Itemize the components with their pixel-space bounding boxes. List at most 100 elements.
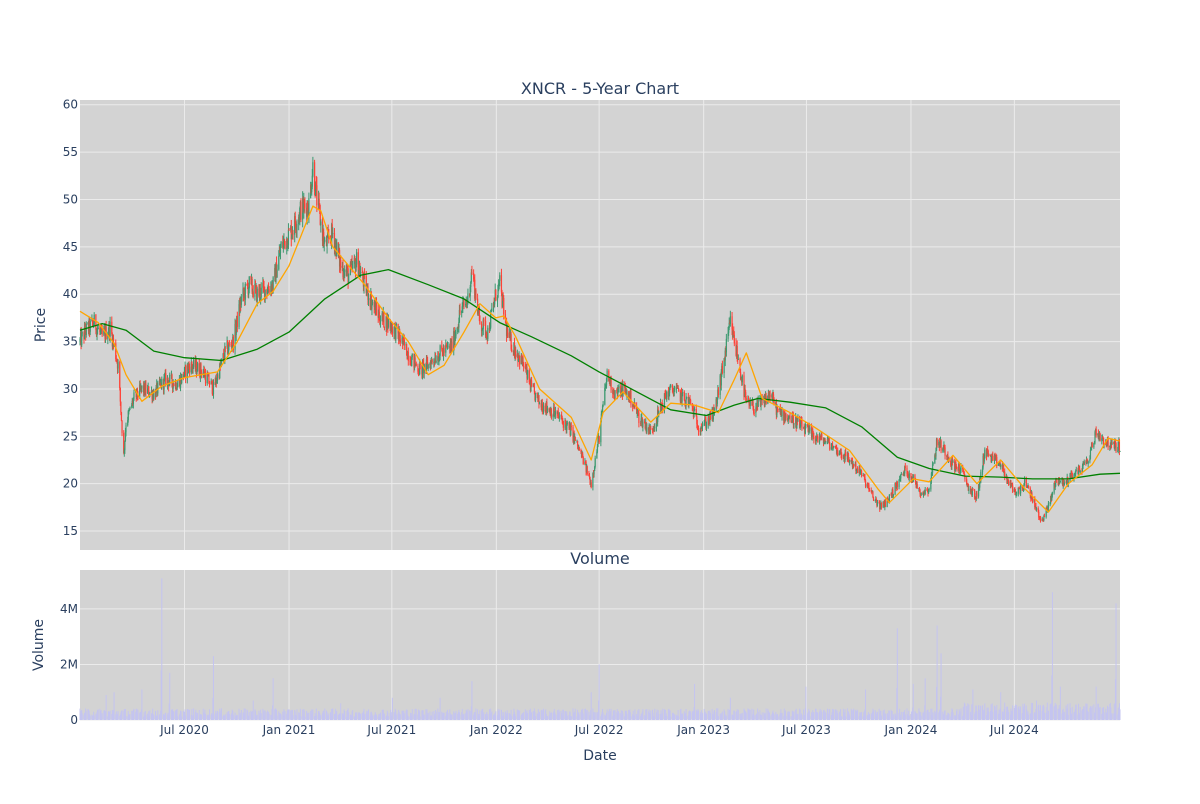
volume-bar: [638, 709, 640, 720]
volume-bar: [355, 714, 357, 720]
volume-bar: [283, 716, 285, 720]
volume-bar: [828, 715, 830, 720]
candle-body: [107, 332, 109, 335]
volume-bar: [883, 712, 885, 720]
volume-bar: [586, 709, 588, 720]
volume-bar: [201, 714, 203, 720]
candle-body: [495, 289, 497, 301]
volume-bar: [586, 710, 588, 720]
volume-bar: [912, 683, 914, 720]
candle-body: [149, 392, 151, 396]
volume-bar: [997, 713, 999, 720]
volume-bar: [1030, 714, 1032, 720]
volume-bar: [975, 705, 977, 720]
volume-bar: [407, 716, 409, 720]
volume-bar: [320, 714, 322, 720]
volume-bar: [268, 713, 270, 720]
candle-body: [256, 288, 258, 302]
candle-body: [1119, 450, 1121, 452]
candle-body: [1054, 483, 1056, 488]
candle-body: [378, 311, 380, 320]
volume-bar: [228, 711, 230, 720]
volume-bar: [554, 714, 556, 720]
volume-bar: [1110, 707, 1112, 720]
candle-body: [643, 421, 646, 423]
candle-body: [707, 417, 709, 426]
candle-body: [616, 390, 618, 392]
volume-bar: [184, 711, 186, 720]
candle-body: [475, 289, 477, 299]
candle-body: [618, 386, 620, 389]
volume-bar: [931, 708, 933, 720]
candle-body: [864, 477, 866, 481]
candle-body: [296, 224, 298, 231]
candle-body: [809, 427, 811, 432]
volume-bar: [652, 709, 654, 720]
candle-body: [689, 399, 692, 404]
price-y-tick-label: 25: [63, 429, 78, 443]
candle-body: [477, 310, 479, 314]
candle-body: [473, 273, 475, 280]
volume-bar: [1075, 704, 1077, 720]
candle-body: [564, 420, 566, 428]
candle-body: [777, 408, 779, 410]
volume-bar: [716, 708, 718, 720]
candle-body: [863, 475, 866, 478]
candle-body: [260, 297, 262, 299]
volume-bar: [341, 713, 343, 720]
volume-bar: [370, 711, 372, 720]
candle-body: [919, 490, 921, 495]
volume-bar: [247, 710, 249, 720]
candle-body: [819, 436, 821, 438]
candle-body: [467, 293, 469, 303]
volume-bar: [174, 710, 176, 720]
volume-bar: [493, 714, 495, 720]
candle-body: [561, 418, 563, 422]
volume-bar: [698, 710, 700, 720]
volume-bar: [892, 716, 894, 720]
volume-bar: [820, 710, 822, 720]
volume-bar: [907, 714, 909, 720]
volume-bar: [666, 716, 668, 720]
volume-bar: [248, 712, 250, 720]
volume-bar: [950, 716, 952, 720]
volume-bar: [737, 709, 739, 720]
volume-bar: [612, 710, 614, 720]
volume-bar: [884, 716, 886, 720]
candle-body: [146, 388, 149, 394]
candle-body: [244, 283, 246, 300]
volume-bar: [932, 715, 934, 720]
volume-bar: [735, 711, 737, 720]
volume-bar: [749, 714, 751, 720]
volume-bar: [181, 716, 183, 720]
volume-bar: [1082, 709, 1084, 720]
volume-bar: [304, 716, 306, 720]
candle-body: [1099, 433, 1101, 441]
volume-bar: [1109, 702, 1111, 720]
candle-body: [793, 423, 795, 425]
candle-body: [796, 421, 798, 429]
candle-body: [693, 408, 696, 410]
volume-bar: [529, 711, 531, 720]
volume-bar: [831, 712, 833, 720]
volume-bar: [441, 714, 443, 720]
volume-bar: [776, 714, 778, 720]
volume-bar: [506, 710, 508, 720]
candle-body: [431, 359, 433, 363]
volume-bar: [354, 712, 356, 720]
volume-bar: [1113, 713, 1115, 720]
volume-bar: [952, 712, 954, 720]
volume-bar: [291, 709, 293, 720]
candle-body: [494, 297, 496, 305]
volume-bar: [799, 709, 801, 720]
volume-bar: [669, 710, 671, 720]
candle-body: [664, 393, 666, 395]
candle-body: [984, 449, 986, 459]
volume-bar: [439, 712, 441, 720]
candle-body: [1037, 508, 1039, 512]
candle-body: [315, 181, 317, 186]
candle-body: [561, 415, 563, 419]
volume-bar: [713, 711, 715, 720]
volume-bar: [688, 711, 690, 720]
candle-body: [370, 293, 372, 309]
